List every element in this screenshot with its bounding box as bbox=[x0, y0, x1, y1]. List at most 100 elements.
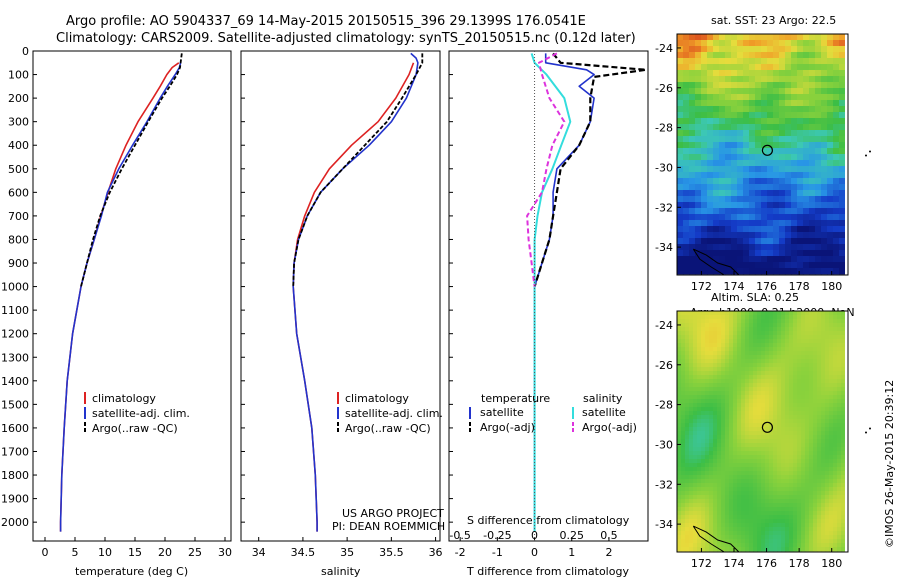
map-cell bbox=[689, 52, 696, 59]
map-cell bbox=[725, 491, 730, 496]
map-cell bbox=[825, 435, 830, 440]
map-cell bbox=[833, 543, 838, 548]
x-tick-label: 5 bbox=[72, 546, 79, 559]
map-cell bbox=[693, 487, 698, 492]
map-cell bbox=[809, 399, 814, 404]
map-cell bbox=[745, 539, 750, 544]
map-cell bbox=[745, 423, 750, 428]
map-cell bbox=[813, 339, 818, 344]
map-cell bbox=[829, 443, 834, 448]
map-cell bbox=[821, 148, 828, 155]
map-cell bbox=[749, 411, 754, 416]
map-cell bbox=[785, 531, 790, 536]
map-cell bbox=[781, 379, 786, 384]
map-cell bbox=[801, 455, 806, 460]
map-cell bbox=[809, 391, 814, 396]
map-cell bbox=[801, 475, 806, 480]
map-cell bbox=[821, 250, 828, 257]
map-cell bbox=[685, 407, 690, 412]
map-cell bbox=[681, 547, 686, 552]
map-cell bbox=[701, 367, 706, 372]
map-cell bbox=[833, 359, 838, 364]
map-cell bbox=[817, 539, 822, 544]
map-cell bbox=[757, 331, 762, 336]
map-cell bbox=[693, 519, 698, 524]
map-cell bbox=[837, 543, 842, 548]
map-cell bbox=[677, 262, 684, 269]
map-cell bbox=[841, 495, 846, 500]
map-cell bbox=[745, 531, 750, 536]
map-cell bbox=[805, 511, 810, 516]
map-cell bbox=[713, 487, 718, 492]
map-cell bbox=[801, 535, 806, 540]
map-cell bbox=[707, 160, 714, 167]
map-cell bbox=[777, 455, 782, 460]
map-cell bbox=[769, 543, 774, 548]
map-cell bbox=[821, 214, 828, 221]
map-cell bbox=[677, 419, 682, 424]
map-cell bbox=[833, 106, 840, 113]
map-cell bbox=[695, 64, 702, 71]
map-cell bbox=[797, 238, 804, 245]
map-cell bbox=[749, 232, 756, 239]
map-cell bbox=[797, 70, 804, 77]
map-cell bbox=[709, 527, 714, 532]
map-cell bbox=[757, 471, 762, 476]
map-cell bbox=[755, 142, 762, 149]
map-cell bbox=[833, 391, 838, 396]
map-cell bbox=[749, 331, 754, 336]
map-cell bbox=[713, 244, 720, 251]
map-cell bbox=[833, 383, 838, 388]
map-cell bbox=[817, 403, 822, 408]
diff-temp-argo-line bbox=[533, 52, 648, 287]
map-cell bbox=[705, 455, 710, 460]
map-cell bbox=[781, 515, 786, 520]
map-cell bbox=[677, 154, 684, 161]
map-cell bbox=[681, 491, 686, 496]
map-cell bbox=[779, 118, 786, 125]
map-cell bbox=[773, 351, 778, 356]
map-cell bbox=[765, 351, 770, 356]
map-cell bbox=[689, 527, 694, 532]
map-cell bbox=[713, 208, 720, 215]
map-cell bbox=[781, 499, 786, 504]
map-cell bbox=[677, 531, 682, 536]
map-cell bbox=[793, 331, 798, 336]
map-cell bbox=[789, 339, 794, 344]
map-cell bbox=[785, 34, 792, 41]
map-cell bbox=[785, 511, 790, 516]
map-cell bbox=[743, 214, 750, 221]
map-cell bbox=[753, 419, 758, 424]
map-cell bbox=[797, 250, 804, 257]
map-cell bbox=[817, 547, 822, 552]
map-cell bbox=[801, 367, 806, 372]
map-cell bbox=[683, 244, 690, 251]
map-cell bbox=[801, 471, 806, 476]
map-cell bbox=[719, 112, 726, 119]
map-cell bbox=[773, 543, 778, 548]
map-cell bbox=[695, 178, 702, 185]
map-cell bbox=[755, 190, 762, 197]
map-cell bbox=[743, 256, 750, 263]
map-cell bbox=[817, 447, 822, 452]
map-cell bbox=[721, 375, 726, 380]
map-cell bbox=[821, 359, 826, 364]
map-cell bbox=[841, 491, 846, 496]
map-cell bbox=[805, 479, 810, 484]
map-cell bbox=[801, 355, 806, 360]
map-cell bbox=[773, 475, 778, 480]
map-cell bbox=[705, 515, 710, 520]
map-cell bbox=[801, 491, 806, 496]
map-cell bbox=[765, 499, 770, 504]
map-cell bbox=[789, 395, 794, 400]
map-cell bbox=[689, 511, 694, 516]
map-cell bbox=[769, 391, 774, 396]
map-cell bbox=[839, 232, 846, 239]
map-cell bbox=[713, 58, 720, 65]
map-cell bbox=[745, 311, 750, 316]
map-cell bbox=[809, 64, 816, 71]
map-cell bbox=[709, 363, 714, 368]
map-cell bbox=[761, 499, 766, 504]
map-cell bbox=[731, 64, 738, 71]
map-cell bbox=[681, 531, 686, 536]
